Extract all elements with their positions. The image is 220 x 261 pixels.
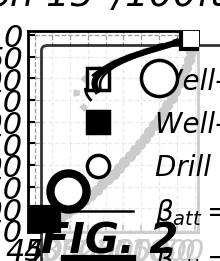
Title: Effect of $\beta_{att}$ on 15°/100ft Optimal Path: Effect of $\beta_{att}$ on 15°/100ft Opt…	[0, 0, 220, 16]
Text: FIG. 2: FIG. 2	[41, 220, 179, 261]
Legend: Well-plan End, Well-plan Start, Drill Position, $\beta_{att} = 0.9$, $\beta_{att: Well-plan End, Well-plan Start, Drill Po…	[41, 45, 220, 261]
